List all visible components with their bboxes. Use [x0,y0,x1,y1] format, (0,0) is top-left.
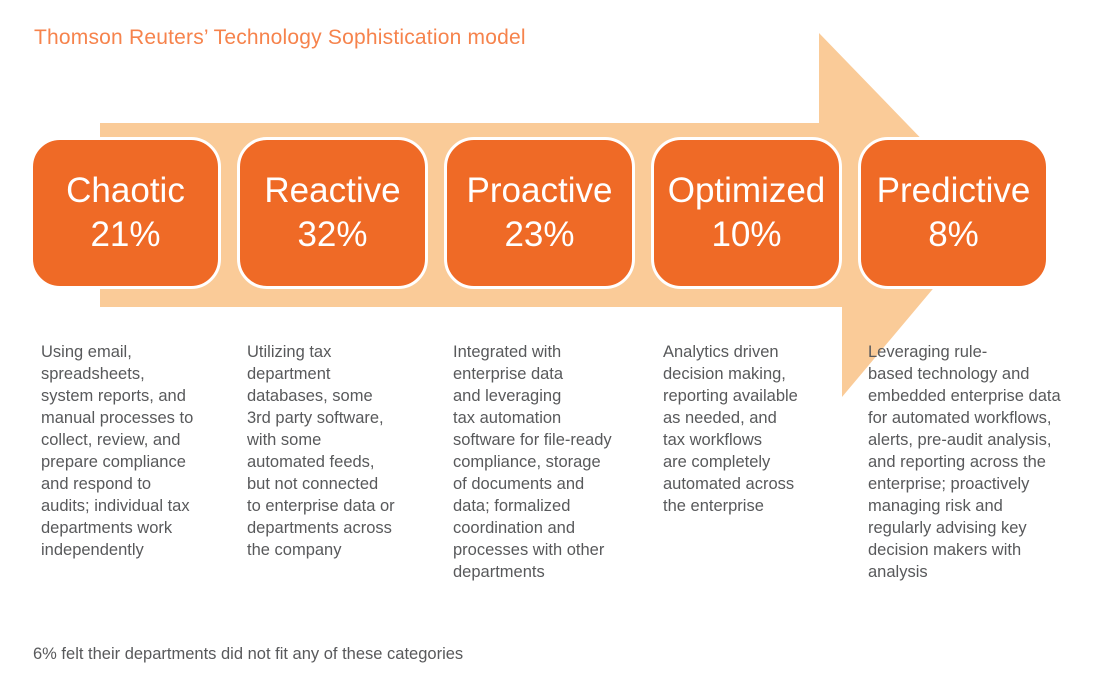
stage-percentage: 10% [711,215,782,254]
stage-description-chaotic: Using email, spreadsheets, system report… [41,343,194,559]
stage-box-optimized: Optimized 10% [651,137,842,289]
stage-description-proactive: Integrated with enterprise data and leve… [453,343,612,581]
stage-box-reactive: Reactive 32% [237,137,428,289]
stage-percentage: 8% [928,215,979,254]
page-title: Thomson Reuters’ Technology Sophisticati… [34,26,526,49]
stage-percentage: 23% [504,215,575,254]
stage-label: Proactive [466,171,613,210]
stage-percentage: 32% [297,215,368,254]
stage-label: Predictive [876,171,1031,210]
footnote: 6% felt their departments did not fit an… [33,645,464,663]
stage-percentage: 21% [90,215,161,254]
stage-description-reactive: Utilizing tax department databases, some… [247,343,395,559]
stage-description-predictive: Leveraging rule- based technology and em… [868,343,1061,581]
stage-description-optimized: Analytics driven decision making, report… [663,343,798,515]
stage-label: Reactive [264,171,401,210]
stage-label: Optimized [667,171,826,210]
stage-box-predictive: Predictive 8% [858,137,1049,289]
stage-box-chaotic: Chaotic 21% [30,137,221,289]
stage-box-proactive: Proactive 23% [444,137,635,289]
stage-label: Chaotic [66,171,185,210]
